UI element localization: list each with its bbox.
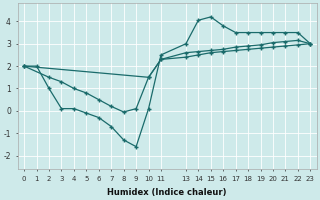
X-axis label: Humidex (Indice chaleur): Humidex (Indice chaleur) (108, 188, 227, 197)
